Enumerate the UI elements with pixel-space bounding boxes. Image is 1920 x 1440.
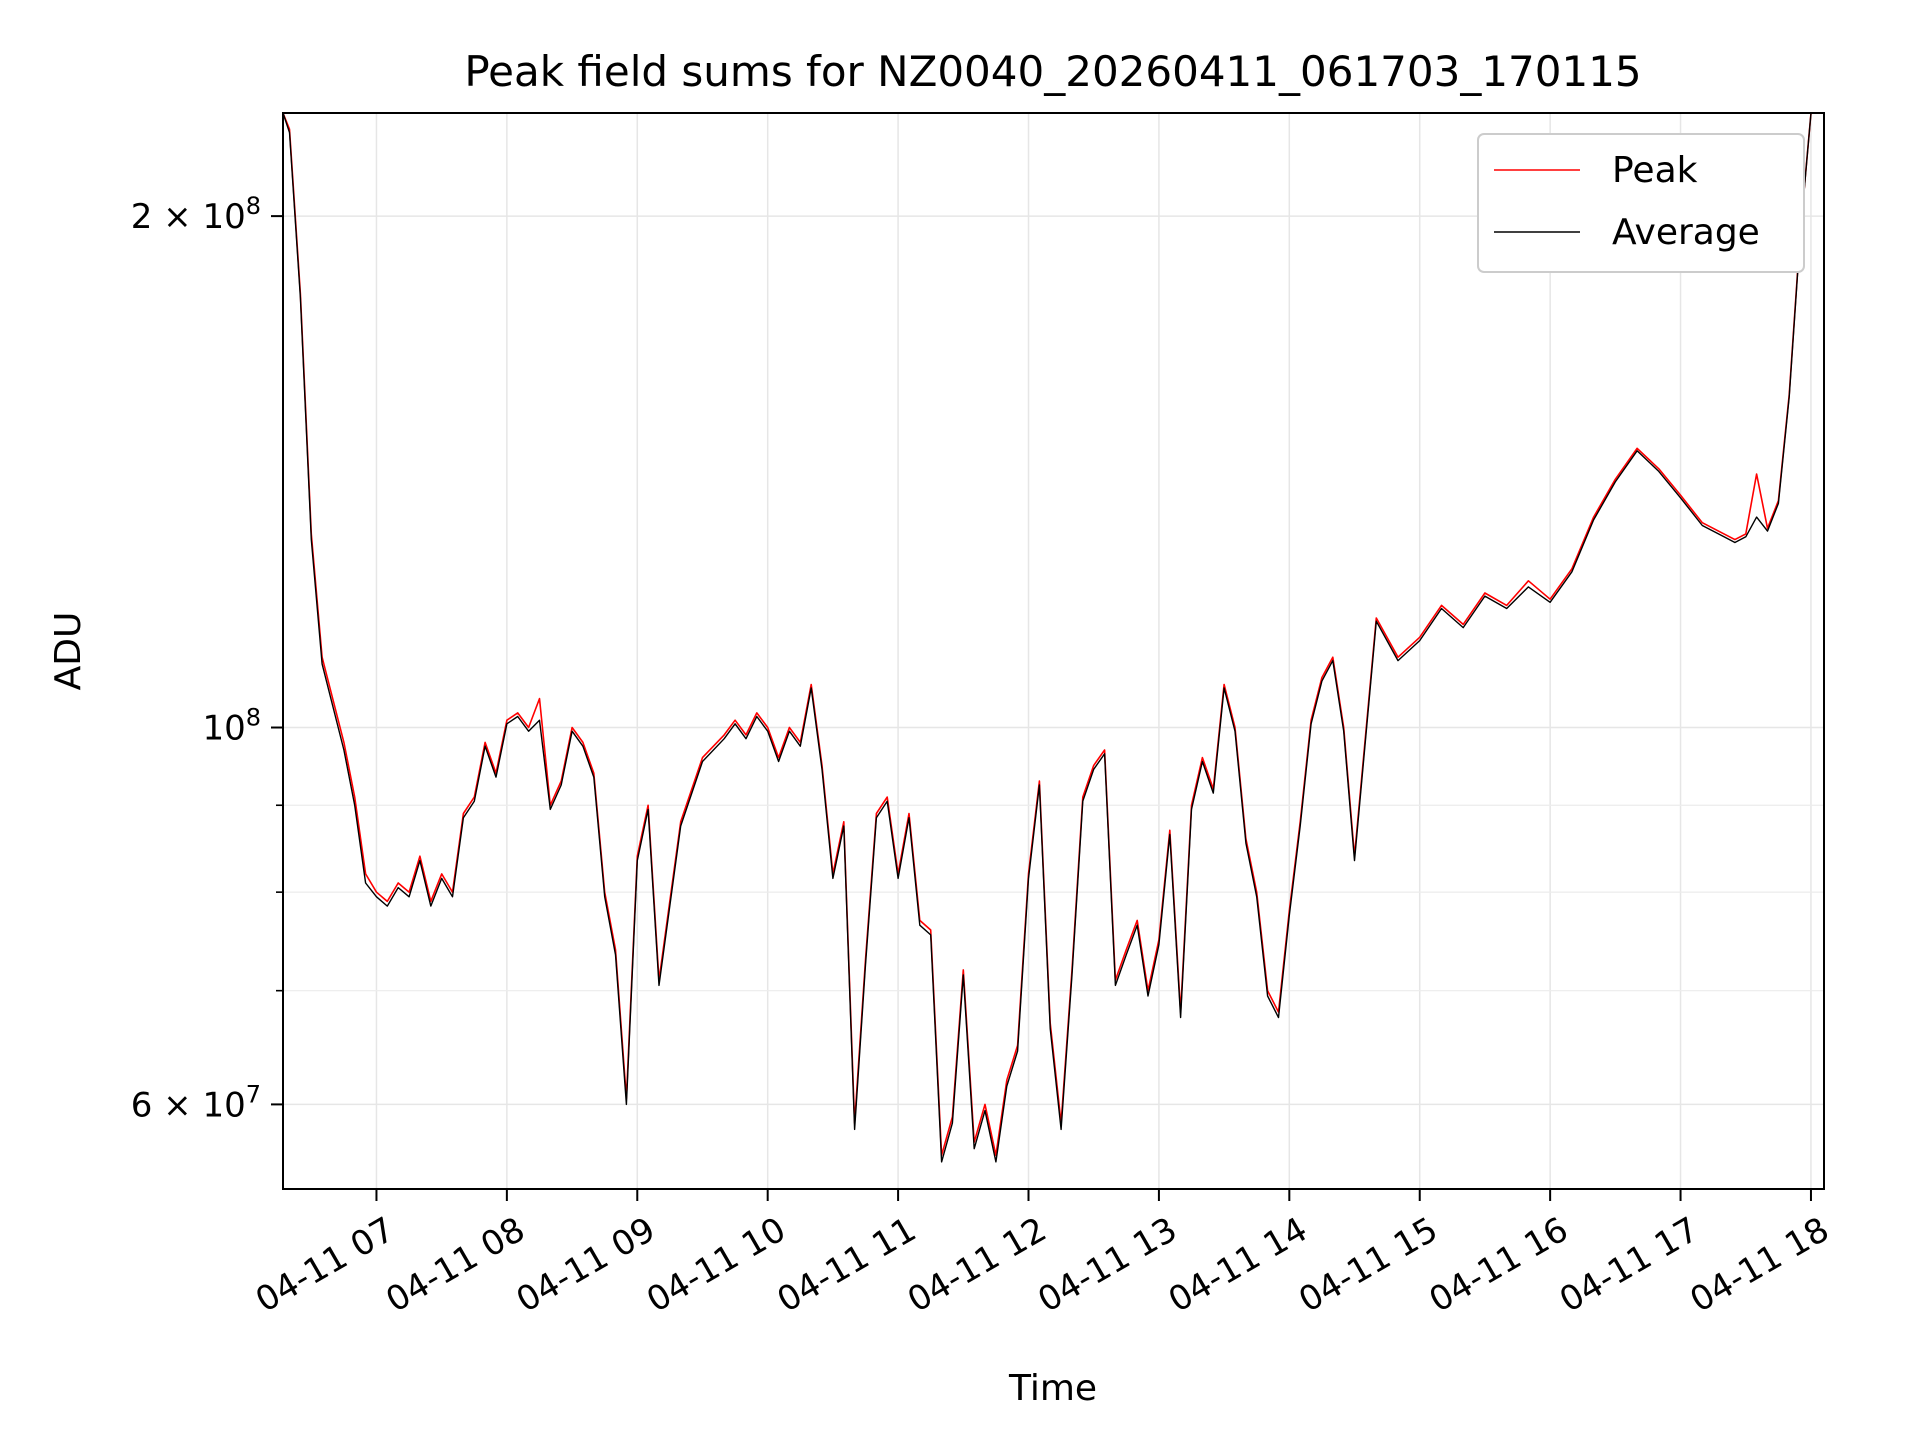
series-line-average xyxy=(282,112,1812,1163)
legend-label-peak: Peak xyxy=(1612,150,1698,191)
series-layer xyxy=(282,112,1812,1163)
x-axis-label: Time xyxy=(1008,1368,1097,1409)
y-axis: 6 × 107 108 2 × 108 xyxy=(131,192,283,1125)
y-axis-label: ADU xyxy=(48,612,89,691)
y-tick-label: 6 × 107 xyxy=(131,1080,261,1125)
legend: Peak Average xyxy=(1477,133,1805,273)
chart-title: Peak field sums for NZ0040_20260411_0617… xyxy=(464,47,1641,96)
legend-box xyxy=(1477,133,1805,273)
grid-lines xyxy=(283,113,1824,1189)
y-tick-label: 108 xyxy=(202,704,261,749)
plot-frame xyxy=(282,112,1825,1190)
legend-label-average: Average xyxy=(1612,212,1760,253)
y-tick-label: 2 × 108 xyxy=(131,192,261,237)
